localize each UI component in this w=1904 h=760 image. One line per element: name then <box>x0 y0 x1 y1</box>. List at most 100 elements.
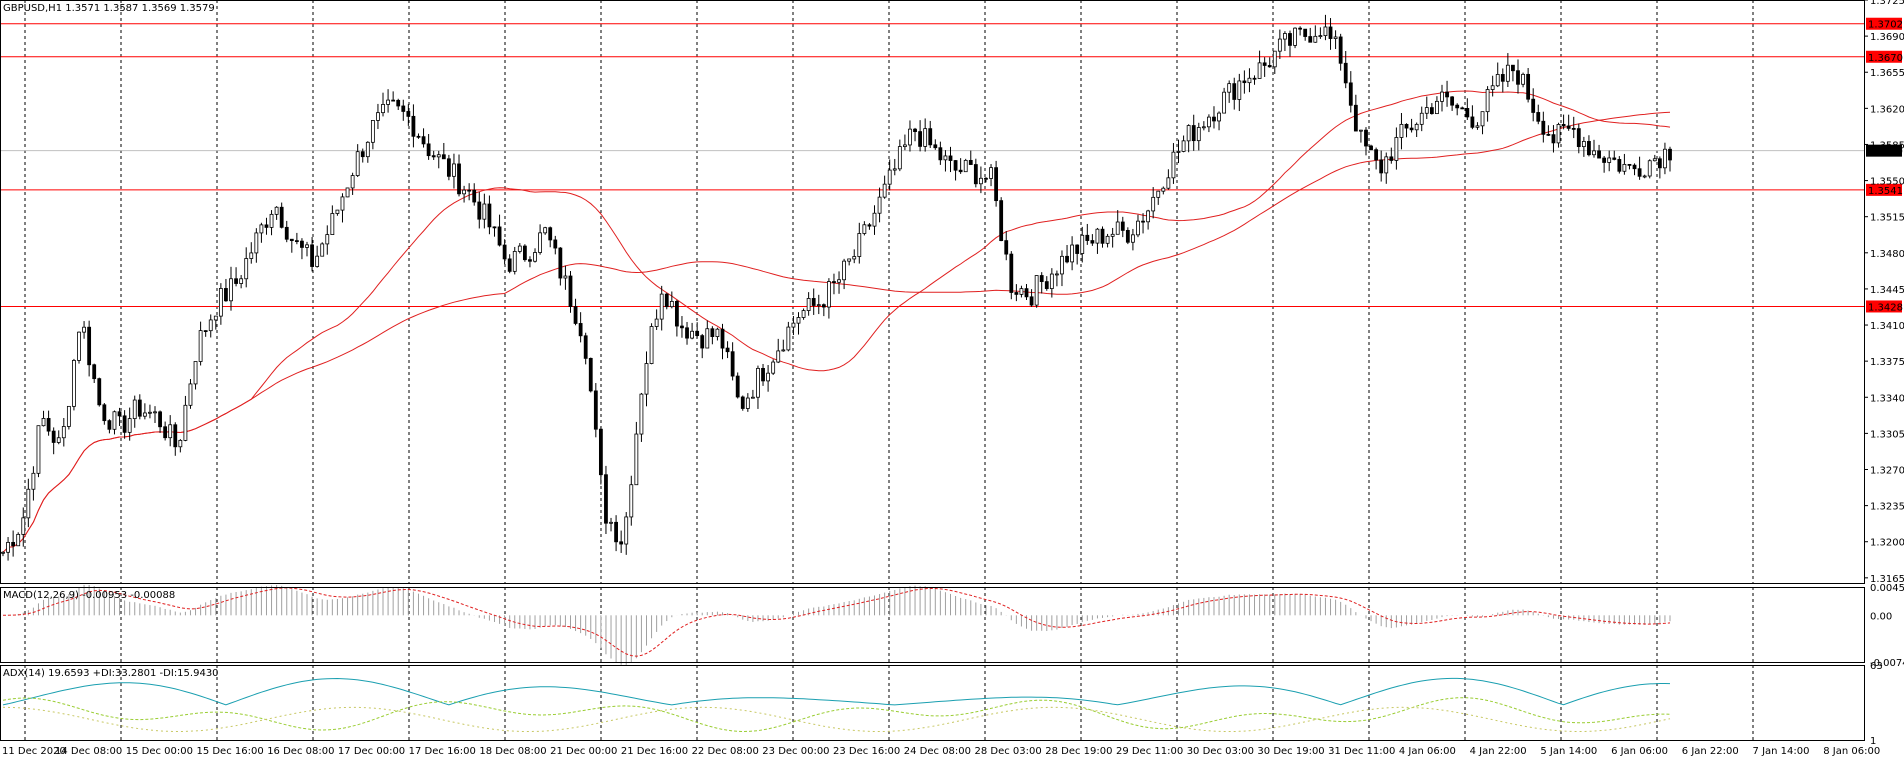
candle-body <box>452 163 456 177</box>
candle-body <box>1475 125 1480 128</box>
x-tick-label: 22 Dec 08:00 <box>692 746 759 757</box>
candle-body <box>1440 91 1444 102</box>
candle-body <box>543 227 548 234</box>
candle-body <box>1252 77 1257 80</box>
candle-body <box>1141 220 1145 223</box>
candle-body <box>558 247 563 279</box>
candle-body <box>467 189 472 192</box>
candle-body <box>1267 65 1272 68</box>
candle-body <box>396 99 401 107</box>
level-tag <box>1866 17 1902 30</box>
candle-body <box>1343 62 1348 84</box>
candle-body <box>1637 168 1642 177</box>
candle-body <box>1389 156 1394 161</box>
candle-body <box>1612 157 1617 160</box>
candle-body <box>918 131 923 147</box>
candle-body <box>1348 82 1353 106</box>
candle-body <box>1561 124 1566 127</box>
candle-body <box>943 155 948 161</box>
candle-body <box>335 209 340 214</box>
x-tick-label: 4 Jan 06:00 <box>1399 746 1456 757</box>
candle-body <box>92 364 97 380</box>
candle-body <box>700 335 705 349</box>
candle-body <box>816 304 821 307</box>
candle-body <box>710 328 715 338</box>
candle-body <box>208 319 213 332</box>
candle-body <box>1136 220 1140 236</box>
candle-body <box>66 405 71 427</box>
x-tick-label: 28 Dec 03:00 <box>975 746 1042 757</box>
candle-body <box>725 347 730 353</box>
candle-body <box>685 327 689 339</box>
candle-body <box>1227 83 1232 93</box>
candle-body <box>958 169 963 173</box>
candle-body <box>821 304 826 308</box>
x-tick-label: 15 Dec 00:00 <box>126 746 193 757</box>
candle-body <box>1495 74 1500 87</box>
candle-body <box>1536 112 1541 122</box>
candle-body <box>908 128 912 146</box>
candle-body <box>1186 125 1191 142</box>
candle-body <box>761 367 765 382</box>
candle-body <box>1055 273 1059 276</box>
level-label: 1.3541 <box>1868 186 1903 197</box>
candle-body <box>979 177 983 185</box>
candle-body <box>1034 275 1039 306</box>
candle-body <box>593 390 598 430</box>
y-tick-label: 1.3375 <box>1870 357 1904 368</box>
candle-body <box>750 396 755 399</box>
x-tick-label: 21 Dec 16:00 <box>621 746 688 757</box>
candle-body <box>1323 26 1328 37</box>
candle-body <box>1277 38 1282 52</box>
candle-body <box>153 411 157 414</box>
candle-body <box>224 288 228 302</box>
y-tick-label: 1.3340 <box>1870 393 1904 404</box>
candle-body <box>847 258 852 262</box>
candle-body <box>1080 234 1085 254</box>
candle-body <box>715 328 720 338</box>
candle-body <box>1 551 5 554</box>
candle-body <box>1242 80 1247 84</box>
candle-body <box>472 189 477 203</box>
candle-body <box>218 288 223 317</box>
candle-body <box>142 412 147 417</box>
x-tick-label: 21 Dec 00:00 <box>550 746 617 757</box>
y-tick-label: 1.3515 <box>1870 213 1904 224</box>
candle-body <box>436 154 441 158</box>
candle-body <box>21 517 26 535</box>
candle-body <box>492 226 497 229</box>
candle-body <box>213 315 218 321</box>
candle-body <box>87 326 92 366</box>
macd-tick-label: 0.00453 <box>1870 583 1904 594</box>
x-tick-label: 6 Jan 22:00 <box>1682 746 1739 757</box>
macd-title: MACD(12,26,9) -0.00953 -0.00088 <box>3 590 175 601</box>
candle-body <box>1181 140 1186 152</box>
candle-body <box>801 310 806 318</box>
candle-body <box>1364 129 1368 147</box>
candle-body <box>259 224 264 234</box>
x-tick-label: 18 Dec 08:00 <box>479 746 546 757</box>
candle-body <box>107 420 112 430</box>
candle-body <box>244 258 249 280</box>
candle-body <box>1004 240 1009 255</box>
candle-body <box>654 318 659 327</box>
candle-body <box>1627 163 1632 166</box>
x-tick-label: 6 Jan 06:00 <box>1611 746 1668 757</box>
candle-body <box>234 278 238 284</box>
candle-body <box>1602 157 1607 163</box>
candle-body <box>1374 149 1379 161</box>
candle-body <box>148 411 152 414</box>
candle-body <box>1369 145 1373 151</box>
candle-body <box>624 516 629 545</box>
candle-body <box>310 244 314 267</box>
candle-body <box>381 104 385 114</box>
candle-body <box>1419 112 1424 125</box>
x-tick-label: 29 Dec 11:00 <box>1116 746 1183 757</box>
candle-body <box>1571 127 1576 130</box>
ma-fast <box>2 90 1671 553</box>
candle-body <box>720 328 725 349</box>
x-tick-label: 15 Dec 16:00 <box>196 746 263 757</box>
candle-body <box>1592 150 1596 156</box>
candle-body <box>973 164 978 185</box>
candle-body <box>609 521 613 524</box>
